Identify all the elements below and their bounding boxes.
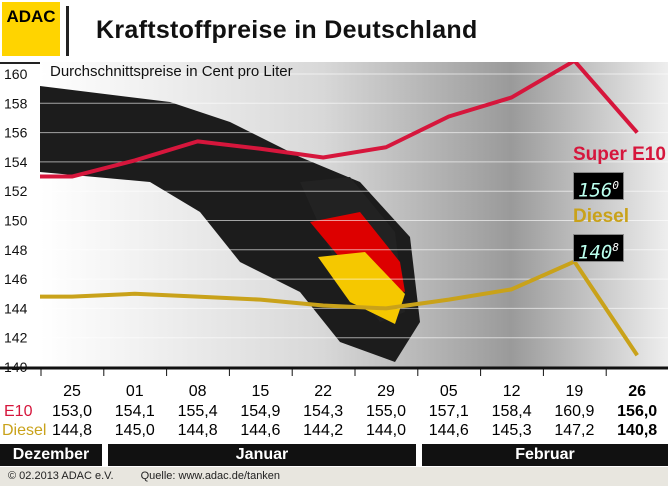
- y-tick-label: 160: [4, 66, 28, 82]
- copyright: © 02.2013 ADAC e.V.: [8, 470, 114, 482]
- y-tick-label: 150: [4, 213, 28, 229]
- diesel-value: 145,0: [114, 422, 155, 439]
- adac-logo: ADAC: [2, 2, 60, 56]
- diesel-value: 144,8: [51, 422, 93, 439]
- e10-value: 154,1: [114, 403, 155, 420]
- e10-value: 156,0: [617, 403, 658, 420]
- nozzle-flag-gold: [318, 252, 405, 324]
- month-februar: Februar: [422, 444, 668, 466]
- e10-row: E10 153,0 154,1 155,4 154,9 154,3 155,0 157,1 15…: [0, 403, 668, 423]
- e10-display-decimal: 0: [612, 179, 619, 192]
- chart-subtitle: Durchschnittspreise in Cent pro Liter: [50, 63, 293, 80]
- date-label: 19: [565, 383, 584, 400]
- month-januar: Januar: [108, 444, 416, 466]
- month-dezember: Dezember: [0, 444, 102, 466]
- date-row: 25 01 08 15 22 29 05 12 19 26: [0, 383, 668, 403]
- source: Quelle: www.adac.de/tanken: [140, 470, 281, 482]
- page-title: Kraftstoffpreise in Deutschland: [96, 16, 478, 44]
- y-tick-label: 158: [4, 95, 28, 111]
- date-label: 08: [188, 383, 207, 400]
- diesel-display-decimal: 8: [612, 241, 619, 254]
- legend-e10: Super E10: [573, 144, 666, 165]
- e10-value: 154,9: [240, 403, 281, 420]
- e10-value: 160,9: [554, 403, 595, 420]
- diesel-value: 144,2: [303, 422, 344, 439]
- e10-value: 154,3: [303, 403, 344, 420]
- diesel-value: 145,3: [491, 422, 532, 439]
- diesel-value: 144,8: [177, 422, 218, 439]
- date-label: 15: [251, 383, 270, 400]
- date-label: 01: [125, 383, 144, 400]
- diesel-display-value: 140: [578, 241, 613, 264]
- e10-value: 155,4: [177, 403, 218, 420]
- date-label: 26: [628, 383, 647, 400]
- diesel-row: Diesel 144,8 145,0 144,8 144,6 144,2 144,0 144,…: [0, 422, 668, 442]
- y-tick-label: 144: [4, 300, 28, 316]
- header: ADAC Kraftstoffpreise in Deutschland: [0, 0, 668, 64]
- diesel-price-display: 1408: [573, 234, 624, 264]
- price-chart: 160 158 156 154 152 150 148 146 144 142 140: [0, 62, 668, 376]
- e10-value: 157,1: [428, 403, 469, 420]
- divider: [66, 6, 69, 56]
- diesel-value: 147,2: [554, 422, 595, 439]
- date-label: 25: [63, 383, 81, 400]
- diesel-value: 144,6: [240, 422, 281, 439]
- y-tick-label: 146: [4, 271, 28, 287]
- y-tick-label: 152: [4, 183, 28, 199]
- legend-diesel: Diesel: [573, 206, 629, 227]
- e10-value: 153,0: [51, 403, 93, 420]
- date-label: 29: [377, 383, 395, 400]
- y-tick-label: 154: [4, 154, 28, 170]
- date-label: 05: [439, 383, 458, 400]
- e10-value: 158,4: [491, 403, 532, 420]
- diesel-value: 144,0: [365, 422, 407, 439]
- e10-row-label: E10: [4, 403, 33, 420]
- e10-display-value: 156: [578, 179, 613, 202]
- y-tick-label: 142: [4, 330, 28, 346]
- e10-value: 155,0: [365, 403, 407, 420]
- y-tick-label: 148: [4, 242, 28, 258]
- date-label: 12: [502, 383, 521, 400]
- diesel-row-label: Diesel: [2, 422, 47, 439]
- date-label: 22: [314, 383, 333, 400]
- fuel-nozzle: [40, 86, 420, 362]
- y-tick-label: 156: [4, 125, 28, 141]
- footer: © 02.2013 ADAC e.V. Quelle: www.adac.de/…: [0, 467, 668, 486]
- diesel-value: 144,6: [428, 422, 469, 439]
- e10-price-display: 1560: [573, 172, 624, 202]
- diesel-value: 140,8: [617, 422, 658, 439]
